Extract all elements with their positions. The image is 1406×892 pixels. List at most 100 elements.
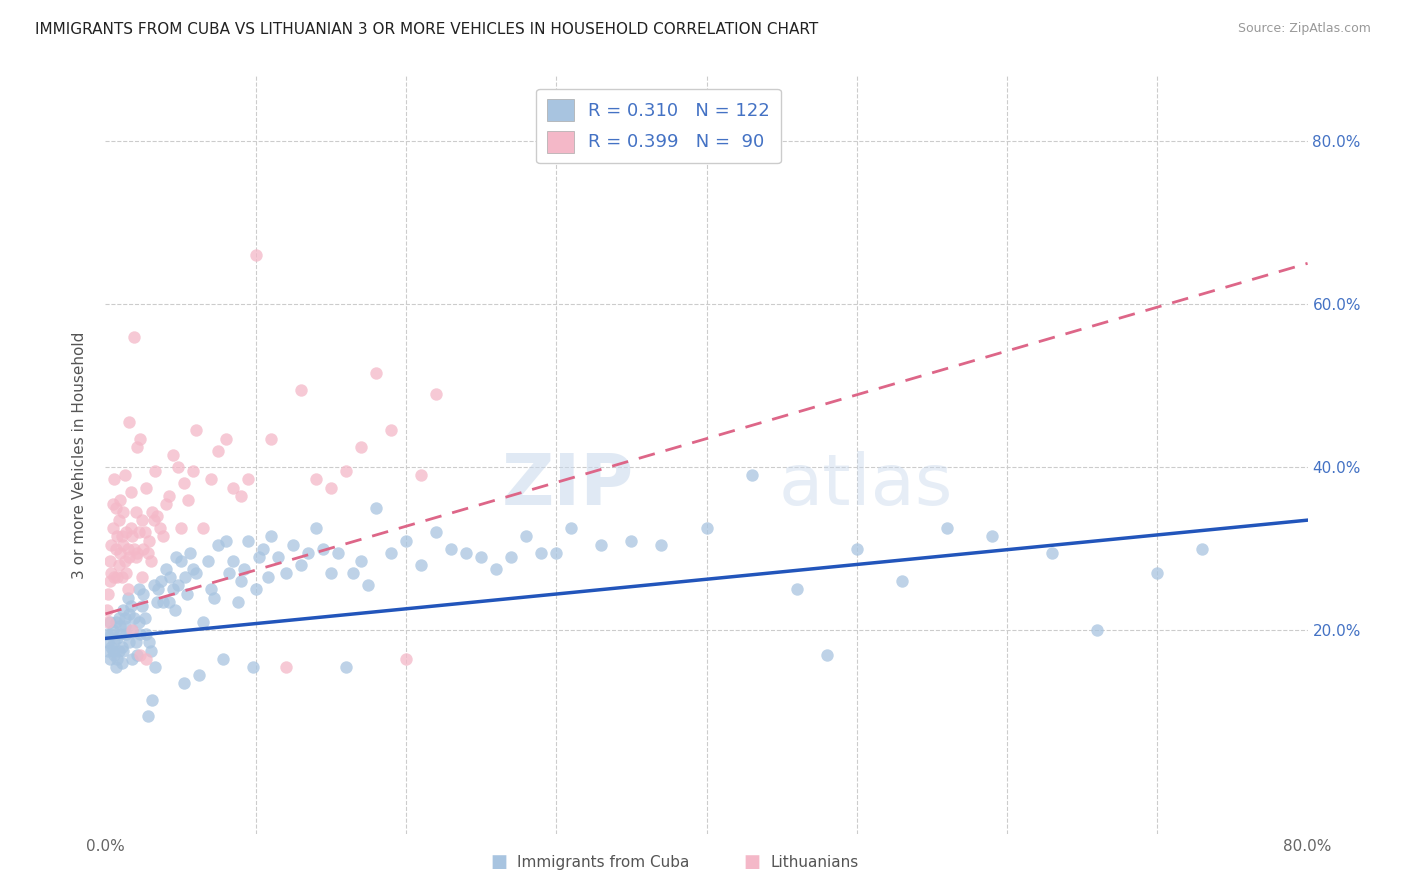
Point: [103, 472, 125, 486]
Point: [110, 492, 132, 507]
Point: [260, 529, 283, 543]
Point: [101, 624, 124, 638]
Point: [191, 615, 214, 629]
Point: [290, 558, 312, 572]
Point: [238, 533, 260, 548]
Point: [252, 541, 274, 556]
Point: [98, 574, 121, 589]
Point: [112, 505, 135, 519]
Point: [111, 529, 134, 543]
Point: [222, 554, 245, 568]
Point: [117, 591, 139, 605]
Point: [132, 586, 155, 600]
Point: [485, 562, 508, 576]
Point: [121, 624, 143, 638]
Point: [696, 521, 718, 535]
Point: [115, 627, 138, 641]
Point: [143, 464, 166, 478]
Text: ■: ■: [744, 853, 761, 871]
Point: [247, 549, 270, 564]
Point: [125, 648, 148, 662]
Point: [134, 525, 156, 540]
Point: [200, 472, 222, 486]
Point: [97, 643, 120, 657]
Point: [173, 476, 195, 491]
Point: [786, 582, 808, 597]
Point: [104, 615, 127, 629]
Point: [222, 481, 245, 495]
Point: [129, 432, 152, 446]
Point: [103, 570, 125, 584]
Point: [890, 574, 912, 589]
Point: [470, 549, 492, 564]
Point: [409, 558, 432, 572]
Point: [501, 549, 523, 564]
Point: [138, 533, 160, 548]
Point: [101, 497, 124, 511]
Point: [103, 648, 125, 662]
Point: [181, 562, 204, 576]
Point: [163, 603, 186, 617]
Point: [111, 640, 134, 654]
Point: [128, 582, 150, 597]
Point: [98, 615, 121, 629]
Point: [155, 497, 177, 511]
Point: [157, 595, 180, 609]
Point: [162, 448, 184, 462]
Point: [131, 513, 153, 527]
Point: [114, 611, 136, 625]
Point: [1085, 624, 1108, 638]
Point: [305, 521, 328, 535]
Point: [108, 513, 131, 527]
Point: [97, 635, 120, 649]
Legend: R = 0.310   N = 122, R = 0.399   N =  90: R = 0.310 N = 122, R = 0.399 N = 90: [536, 88, 780, 163]
Point: [245, 248, 267, 262]
Point: [560, 521, 582, 535]
Point: [245, 582, 267, 597]
Point: [145, 509, 167, 524]
Point: [395, 651, 418, 665]
Point: [110, 546, 132, 560]
Point: [214, 432, 236, 446]
Point: [166, 460, 188, 475]
Point: [143, 660, 166, 674]
Point: [591, 538, 613, 552]
Point: [207, 443, 229, 458]
Point: [395, 533, 418, 548]
Point: [117, 582, 139, 597]
Point: [815, 648, 838, 662]
Point: [136, 546, 159, 560]
Point: [1191, 541, 1213, 556]
Point: [312, 541, 335, 556]
Point: [98, 554, 121, 568]
Point: [135, 481, 157, 495]
Point: [335, 464, 357, 478]
Point: [146, 582, 169, 597]
Point: [112, 603, 135, 617]
Point: [177, 492, 200, 507]
Point: [108, 643, 131, 657]
Point: [100, 640, 122, 654]
Point: [256, 570, 278, 584]
Point: [104, 500, 127, 515]
Point: [290, 383, 312, 397]
Text: atlas: atlas: [779, 450, 953, 520]
Point: [124, 505, 146, 519]
Point: [120, 599, 142, 613]
Text: Lithuanians: Lithuanians: [770, 855, 859, 870]
Point: [229, 574, 252, 589]
Point: [122, 329, 145, 343]
Point: [456, 546, 478, 560]
Point: [97, 586, 120, 600]
Point: [1040, 546, 1063, 560]
Point: [122, 611, 145, 625]
Point: [139, 643, 162, 657]
Point: [425, 525, 447, 540]
Point: [197, 554, 219, 568]
Point: [125, 440, 148, 454]
Point: [179, 546, 201, 560]
Point: [191, 521, 214, 535]
Point: [169, 554, 191, 568]
Point: [174, 570, 197, 584]
Point: [118, 549, 141, 564]
